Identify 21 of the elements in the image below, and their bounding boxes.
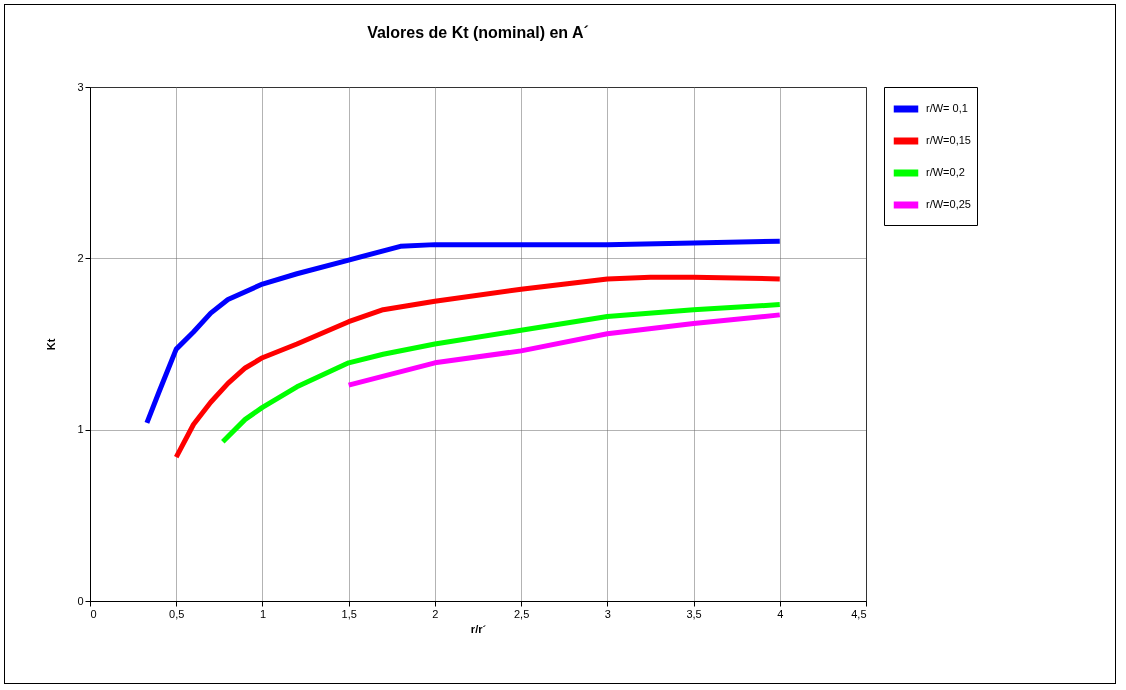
y-tick-label: 3 (77, 80, 84, 93)
x-tick-label: 3,5 (686, 607, 702, 620)
chart-title: Valores de Kt (nominal) en A´ (367, 24, 589, 41)
x-tick-label: 1 (259, 607, 267, 620)
x-tick-label: 3 (604, 607, 611, 620)
x-tick-label: 2,5 (513, 607, 530, 620)
y-axis-title: Kt (45, 338, 58, 351)
y-tick-label: 1 (77, 423, 84, 436)
x-tick-label: 0,5 (169, 607, 185, 620)
legend-label: r/W=0,15 (926, 134, 971, 146)
legend-label: r/W=0,2 (926, 166, 965, 178)
x-tick-label: 4,5 (851, 607, 867, 620)
x-axis-title: r/r´ (470, 622, 487, 635)
legend-label: r/W= 0,1 (926, 102, 968, 114)
y-tick-label: 2 (77, 251, 84, 264)
x-tick-label: 1,5 (341, 607, 357, 620)
legend-label: r/W=0,25 (926, 198, 971, 210)
x-tick-label: 2 (432, 607, 439, 620)
x-tick-label: 0 (90, 607, 97, 620)
y-tick-label: 0 (77, 594, 84, 607)
x-tick-label: 4 (777, 607, 784, 620)
